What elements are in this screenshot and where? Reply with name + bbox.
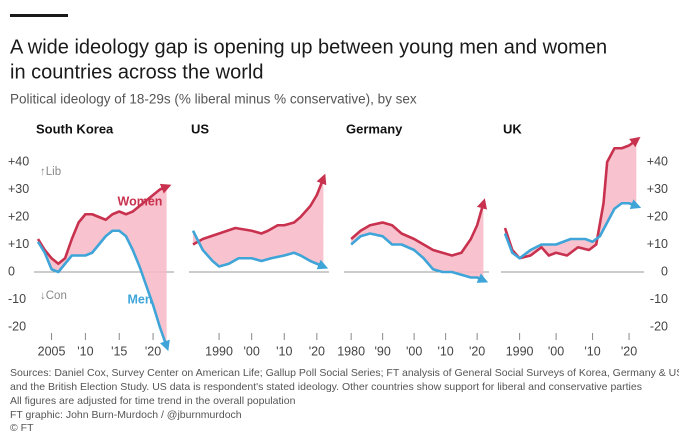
- x-tick-label: '00: [244, 344, 260, 358]
- y-tick-label: +30: [647, 182, 668, 196]
- panel-title: US: [191, 121, 209, 136]
- panel-title: South Korea: [36, 121, 114, 136]
- series-line: [350, 198, 487, 257]
- series-label: Women: [118, 194, 163, 208]
- gap-fill: [193, 178, 324, 267]
- annotation: ↑Lib: [40, 166, 61, 178]
- gap-fill: [505, 140, 637, 259]
- y-tick-label: +20: [8, 209, 29, 223]
- x-tick-label: '00: [548, 344, 564, 358]
- series-line: [36, 183, 172, 266]
- gap-fill: [38, 186, 167, 347]
- y-tick-label: -10: [8, 292, 26, 306]
- panel-title: Germany: [346, 121, 403, 136]
- x-tick-label: '20: [469, 344, 485, 358]
- x-tick-label: '00: [406, 344, 422, 358]
- y-tick-label: -20: [8, 319, 26, 333]
- x-tick-label: '10: [77, 344, 93, 358]
- y-tick-label: +10: [8, 237, 29, 251]
- source-line: All figures are adjusted for time trend …: [10, 395, 296, 407]
- x-tick-label: '10: [584, 344, 600, 358]
- panel-title: UK: [503, 121, 522, 136]
- y-tick-label: +10: [647, 237, 668, 251]
- y-tick-label: +40: [647, 154, 668, 168]
- y-tick-label: +40: [8, 154, 29, 168]
- y-tick-label: -10: [650, 292, 668, 306]
- y-tick-label: 0: [661, 264, 668, 278]
- x-tick-label: '10: [276, 344, 292, 358]
- subtitle: Political ideology of 18-29s (% liberal …: [10, 92, 417, 107]
- x-tick-label: '20: [621, 344, 637, 358]
- series-line: [191, 230, 329, 270]
- title-line: A wide ideology gap is opening up betwee…: [10, 36, 607, 58]
- y-tick-label: -20: [650, 319, 668, 333]
- header-bar: [10, 14, 68, 17]
- series-line: [503, 136, 641, 260]
- x-tick-label: '90: [374, 344, 390, 358]
- copyright: © FT: [10, 422, 34, 434]
- x-tick-label: 1980: [337, 344, 365, 358]
- series-line: [350, 232, 489, 283]
- annotation: ↓Con: [40, 290, 67, 302]
- x-tick-label: 1990: [506, 344, 534, 358]
- series-line: [503, 199, 642, 260]
- x-tick-label: '20: [145, 344, 161, 358]
- x-tick-label: '10: [437, 344, 453, 358]
- title-line: in countries across the world: [10, 61, 263, 83]
- y-tick-label: +20: [647, 209, 668, 223]
- source-line: and the British Election Study. US data …: [10, 381, 642, 393]
- x-tick-label: '20: [309, 344, 325, 358]
- source-line: Sources: Daniel Cox, Survey Center on Am…: [10, 367, 679, 379]
- x-tick-label: '15: [111, 344, 127, 358]
- y-tick-label: 0: [8, 264, 15, 278]
- x-tick-label: 1990: [205, 344, 233, 358]
- y-tick-label: +30: [8, 182, 29, 196]
- x-tick-label: 2005: [38, 344, 66, 358]
- series-line: [36, 229, 170, 352]
- series-label: Men: [128, 292, 153, 306]
- credit: FT graphic: John Burn-Murdoch / @jburnmu…: [10, 409, 242, 421]
- series-line: [192, 173, 327, 246]
